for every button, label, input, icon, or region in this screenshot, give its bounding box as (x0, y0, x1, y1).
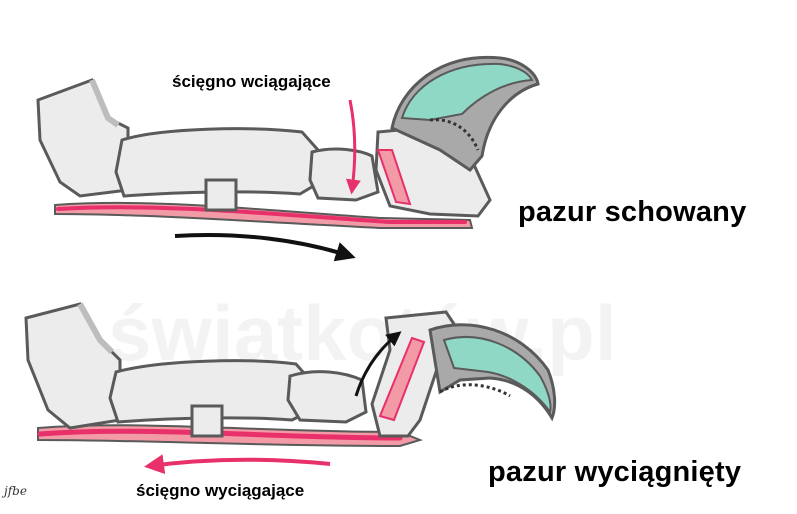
bottom-pull-arrow (144, 454, 331, 475)
bottom-claw (442, 336, 552, 415)
artist-signature: jfbe (4, 484, 27, 498)
bottom-middle-phalanx (286, 370, 368, 424)
retracted-claw-illustration (36, 55, 540, 262)
top-motion-arrow (174, 233, 356, 262)
top-claw (400, 62, 534, 122)
top-proximal-phalanx (114, 127, 322, 198)
extended-claw-illustration (24, 302, 557, 475)
retracted-state-label: pazur schowany (518, 196, 747, 228)
top-metacarpal-bone (36, 78, 130, 198)
extended-state-label: pazur wyciągnięty (488, 456, 742, 488)
extensor-tendon-label: ścięgno wyciągające (136, 481, 305, 500)
retractor-tendon-label: ścięgno wciągające (172, 72, 331, 91)
top-retractor-tendon (376, 149, 412, 206)
bottom-ligament-band (190, 404, 224, 438)
bottom-metacarpal-bone (24, 302, 122, 430)
top-middle-phalanx (308, 147, 380, 202)
bottom-rotation-arrow (354, 331, 402, 397)
top-ligament-band (204, 178, 238, 212)
top-tendon-arrow (345, 99, 361, 195)
bottom-diagonal-tendon (378, 336, 426, 422)
